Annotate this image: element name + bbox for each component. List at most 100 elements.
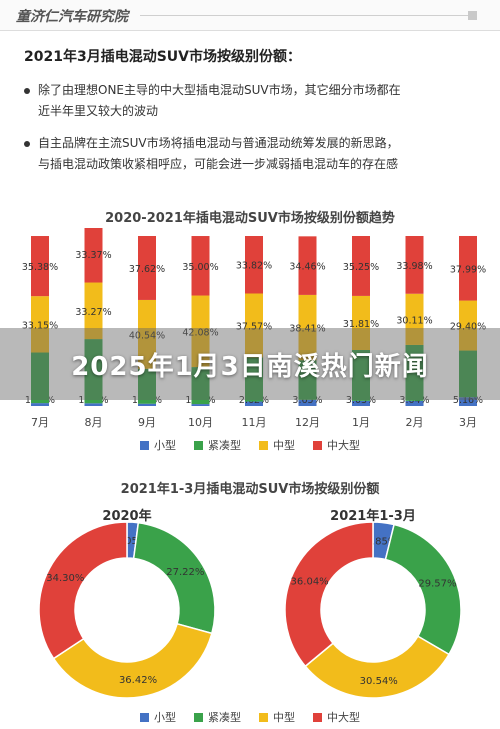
bar-segment xyxy=(138,299,156,369)
bar-segment xyxy=(298,399,317,406)
legend-swatch xyxy=(259,440,268,450)
bar-data-label: 40.54% xyxy=(129,330,165,341)
legend-label: 小型 xyxy=(154,439,176,452)
news-banner-overlay: 2025年1月3日南溪热门新闻 xyxy=(0,328,500,400)
bar-segment xyxy=(352,236,370,296)
bar-segment xyxy=(138,368,156,404)
donut-legend: 小型 紧凑型 中型 中大型 xyxy=(0,709,500,725)
bar-data-label: 33.82% xyxy=(236,261,272,272)
bar-segment xyxy=(459,350,477,398)
bar-data-label: 31.81% xyxy=(343,319,379,330)
bar-segment xyxy=(138,236,156,300)
bar-data-label: 33.15% xyxy=(22,320,58,331)
donut-slice xyxy=(38,521,128,660)
bar-segment xyxy=(191,404,210,406)
bar-segment xyxy=(298,236,317,295)
legend-item-mid: 中型 xyxy=(259,709,295,725)
legend-label: 紧凑型 xyxy=(208,439,241,452)
header-bar: 童济仁汽车研究院 xyxy=(0,0,500,31)
bar-data-label: 33.98% xyxy=(396,261,432,272)
x-tick-label: 11月 xyxy=(242,416,267,429)
donut-chart-2021: 3.85% 29.57% 30.54% 36.04% xyxy=(284,521,462,699)
donut-data-label: 2.05% xyxy=(116,536,148,547)
legend-label: 紧凑型 xyxy=(208,711,241,724)
legend-swatch xyxy=(313,712,322,722)
bar-segment xyxy=(405,293,424,345)
legend-item-mid: 中型 xyxy=(259,437,295,453)
bar-data-label: 5.16% xyxy=(453,395,483,406)
stacked-bar-chart: 1.70%33.15%35.38%7月1.59%33.27%33.37%8月1.… xyxy=(22,228,486,429)
legend-swatch xyxy=(194,712,203,722)
bar-data-label: 33.37% xyxy=(75,250,111,261)
bullet-line: 自主品牌在主流SUV市场将插电混动与普通混动统筹发展的新思路， xyxy=(38,136,399,150)
legend-item-compact: 紧凑型 xyxy=(194,709,241,725)
bar-data-label: 42.08% xyxy=(182,327,218,338)
legend-label: 中大型 xyxy=(327,439,360,452)
bar-data-label: 33.27% xyxy=(75,307,111,318)
bar-data-label: 37.99% xyxy=(450,264,486,275)
bar-segment xyxy=(31,403,49,406)
bar-data-label: 34.46% xyxy=(289,262,325,273)
legend-item-large: 中大型 xyxy=(313,437,360,453)
x-tick-label: 3月 xyxy=(459,416,477,429)
section-title: 2021年3月插电混动SUV市场按级别份额： xyxy=(24,49,301,65)
bar-segment xyxy=(459,397,477,406)
legend-swatch xyxy=(313,440,322,450)
bar-segment xyxy=(31,352,49,404)
bar-chart-title: 2020-2021年插电混动SUV市场按级别份额趋势 xyxy=(105,211,395,226)
bar-segment xyxy=(191,367,210,405)
bar-segment xyxy=(298,360,317,400)
bar-segment xyxy=(84,339,103,404)
donut-data-label: 36.42% xyxy=(119,675,157,686)
header-rule xyxy=(140,15,470,16)
bar-segment xyxy=(31,236,49,297)
bar-segment xyxy=(405,400,424,406)
legend-swatch xyxy=(194,440,203,450)
bar-segment xyxy=(459,235,477,301)
bar-segment xyxy=(245,357,263,402)
bar-data-label: 35.25% xyxy=(343,262,379,273)
legend-label: 中型 xyxy=(273,439,295,452)
legend-swatch xyxy=(140,440,149,450)
legend-item-large: 中大型 xyxy=(313,709,360,725)
x-tick-label: 9月 xyxy=(138,416,156,429)
bar-segment xyxy=(405,344,424,401)
legend-swatch xyxy=(259,712,268,722)
header-mark xyxy=(468,11,477,20)
x-tick-label: 2月 xyxy=(406,416,424,429)
bar-segment xyxy=(245,236,263,294)
brand-logo-text: 童济仁汽车研究院 xyxy=(16,9,128,25)
bar-segment xyxy=(245,401,263,406)
legend-item-compact: 紧凑型 xyxy=(194,437,241,453)
x-tick-label: 12月 xyxy=(295,416,320,429)
donut-slice xyxy=(52,622,213,699)
bar-segment xyxy=(191,295,210,368)
donut-data-label: 29.57% xyxy=(418,579,456,590)
donut-slice xyxy=(284,521,374,668)
donut-data-label: 27.22% xyxy=(166,567,204,578)
donut-data-label: 3.85% xyxy=(366,537,398,548)
x-tick-label: 8月 xyxy=(85,416,103,429)
bullet-line: 与插电混动政策收紧相呼应，可能会进一步减弱插电混动车的存在感 xyxy=(38,157,399,171)
bar-segment xyxy=(405,236,424,294)
bar-segment xyxy=(245,293,263,358)
bar-segment xyxy=(298,294,317,361)
bar-data-label: 35.00% xyxy=(182,262,218,273)
bar-data-label: 35.38% xyxy=(22,262,58,273)
bar-data-label: 38.41% xyxy=(289,324,325,335)
x-tick-label: 10月 xyxy=(188,416,213,429)
bar-segment xyxy=(459,300,477,351)
bullet-line: 近半年里又较大的波动 xyxy=(38,104,159,118)
legend-label: 小型 xyxy=(154,711,176,724)
legend-swatch xyxy=(140,712,149,722)
bar-data-label: 30.11% xyxy=(396,315,432,326)
donut-2020-label: 2020年 xyxy=(102,509,152,524)
bullet-dot-icon xyxy=(24,88,30,94)
donut-chart-2020: 2.05% 27.22% 36.42% 34.30% xyxy=(38,521,216,699)
bar-segment xyxy=(84,282,103,340)
donut-section-title: 2021年1-3月插电混动SUV市场按级别份额 xyxy=(120,482,380,497)
donut-slice xyxy=(132,521,216,635)
legend-label: 中型 xyxy=(273,711,295,724)
legend-item-small: 小型 xyxy=(140,437,176,453)
bar-segment xyxy=(31,296,49,353)
